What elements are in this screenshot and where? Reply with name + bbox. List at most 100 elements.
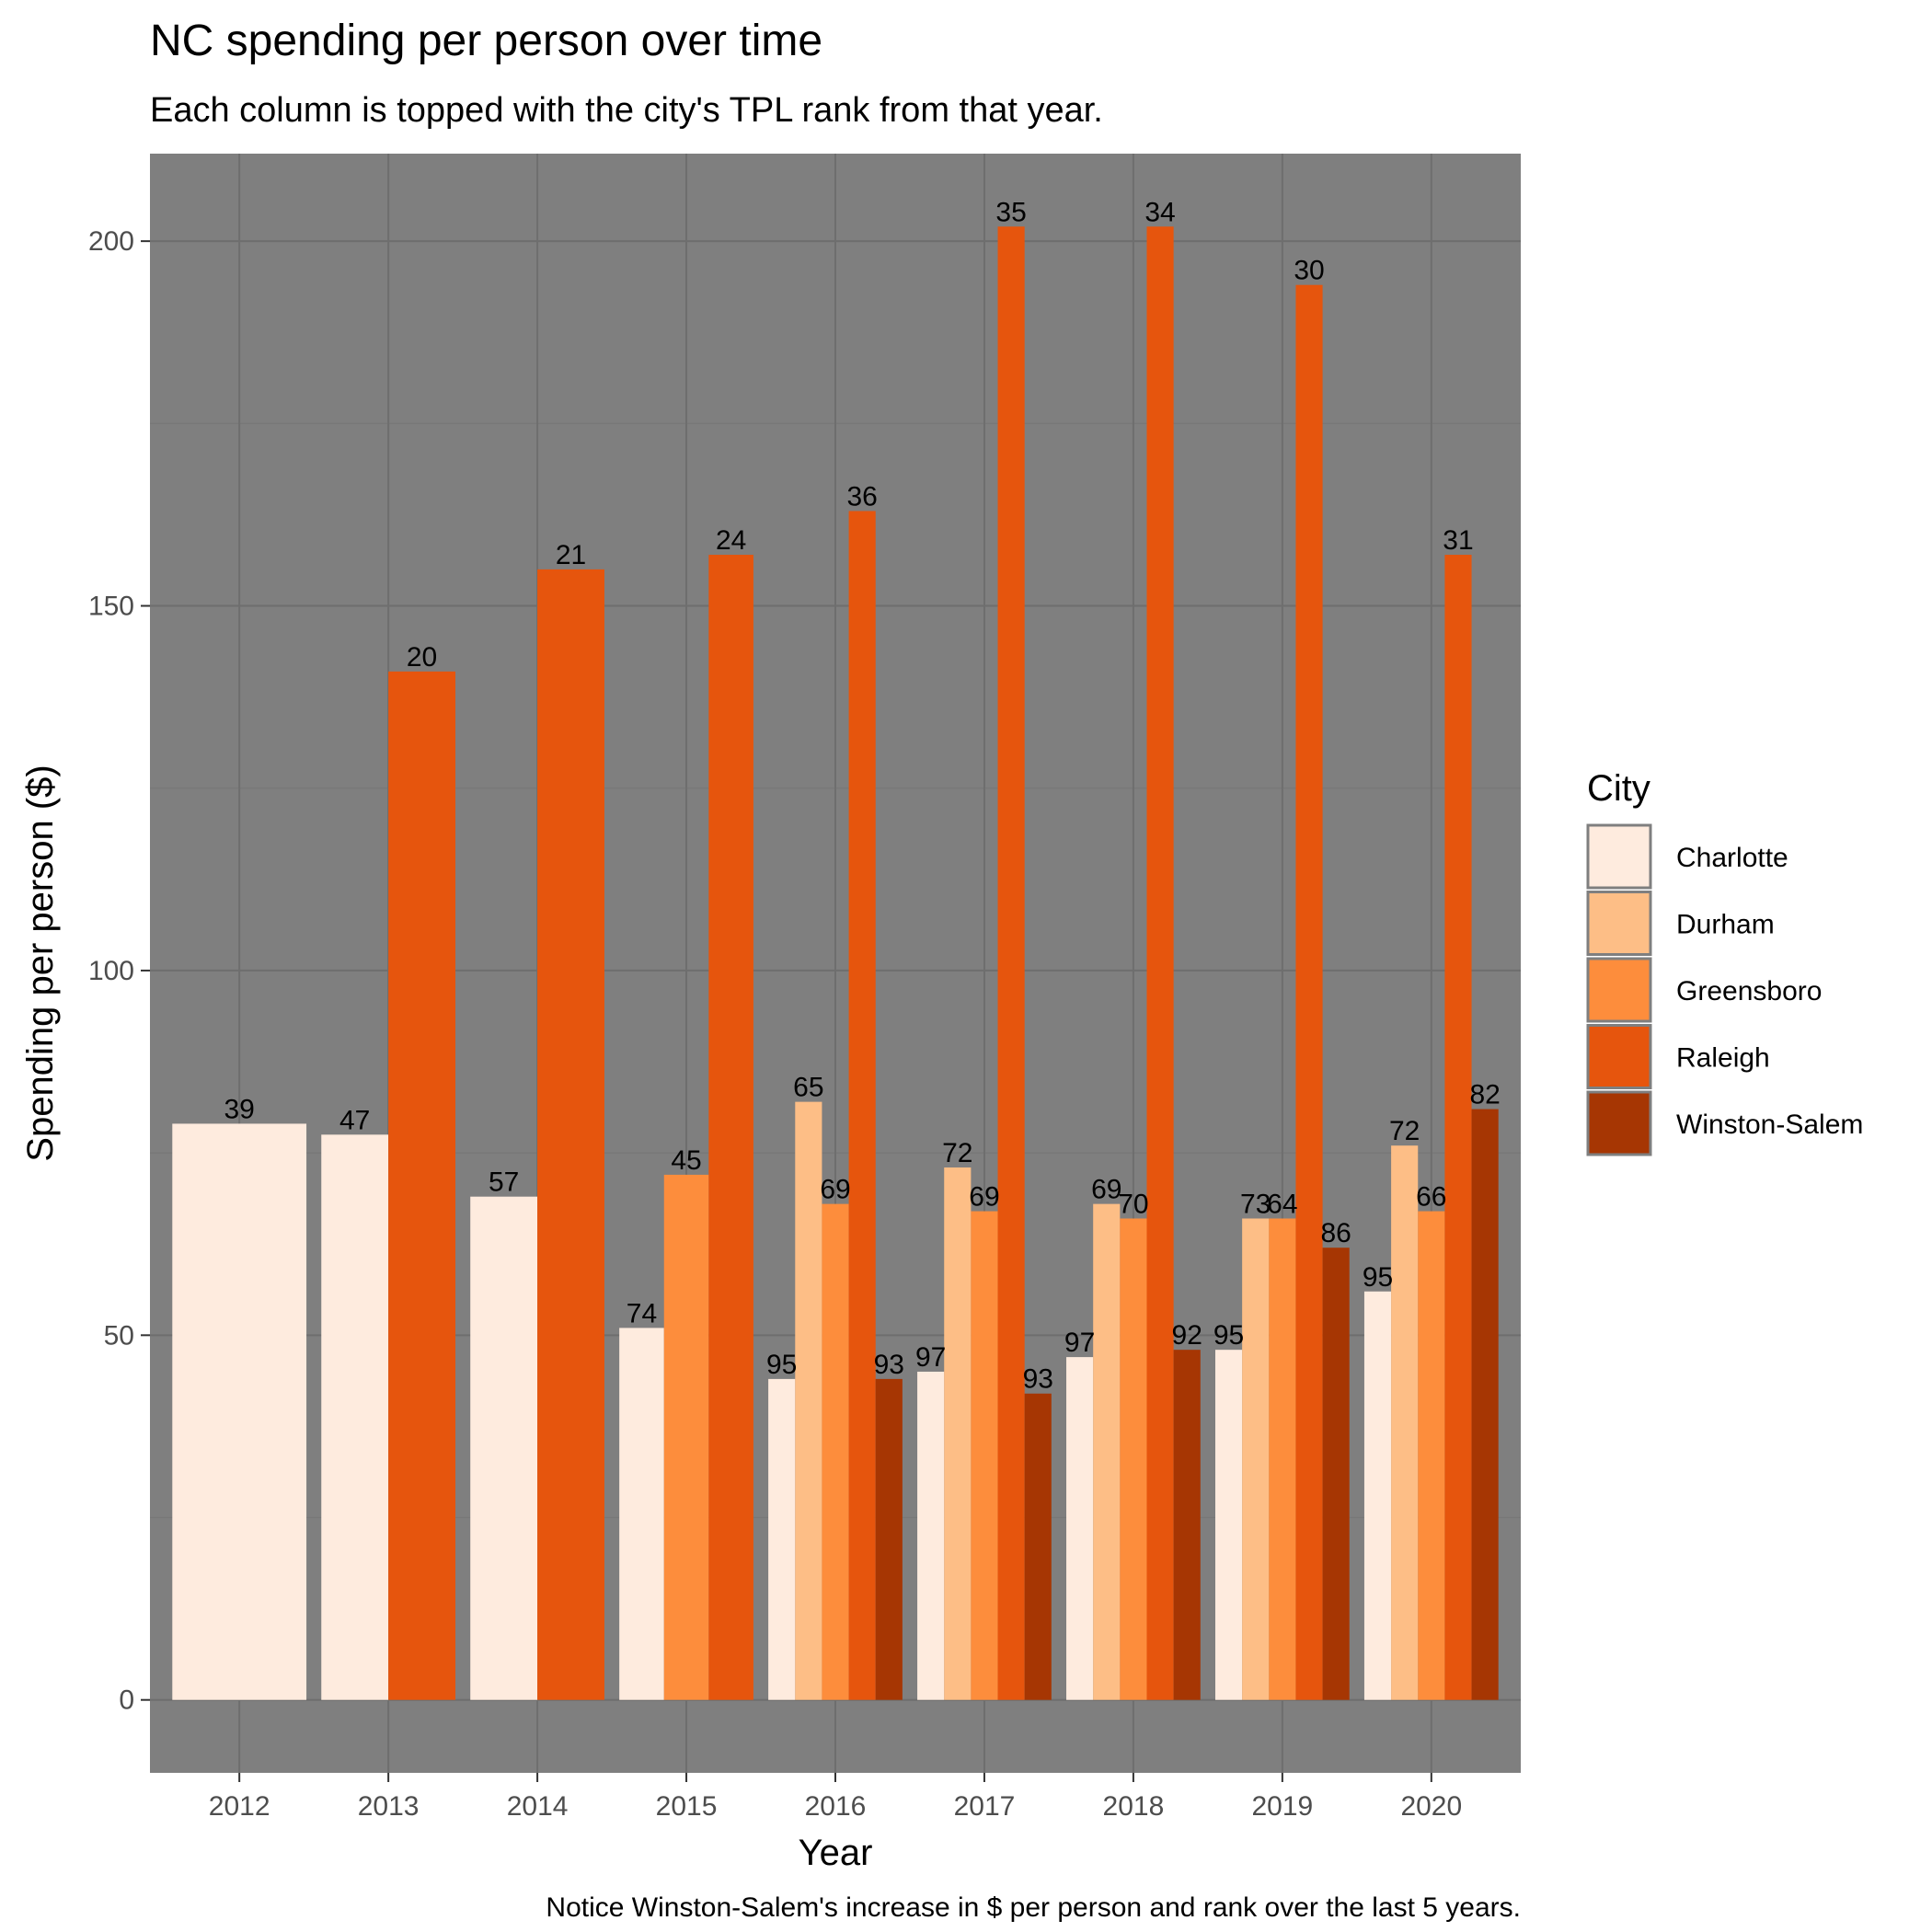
y-tick-label: 150 (88, 592, 134, 622)
x-axis-title: Year (799, 1833, 873, 1873)
bar (1066, 1357, 1094, 1700)
chart-caption: Notice Winston-Salem's increase in $ per… (546, 1892, 1521, 1923)
bar (1242, 1218, 1270, 1700)
rank-label: 70 (1118, 1189, 1148, 1219)
rank-label: 45 (671, 1145, 701, 1176)
bar (822, 1203, 849, 1700)
bar (795, 1101, 822, 1700)
bar (1269, 1218, 1296, 1700)
rank-label: 72 (1389, 1116, 1420, 1146)
rank-label: 95 (1363, 1262, 1393, 1293)
bar (1093, 1203, 1121, 1700)
bar (768, 1378, 796, 1700)
rank-label: 93 (874, 1350, 904, 1380)
rank-label: 73 (1240, 1189, 1271, 1219)
rank-label: 86 (1320, 1218, 1351, 1248)
x-tick-label: 2015 (656, 1791, 718, 1822)
rank-label: 39 (224, 1094, 254, 1124)
y-tick-label: 100 (88, 956, 134, 986)
bar (1418, 1211, 1445, 1700)
y-tick-label: 50 (104, 1320, 134, 1351)
legend-items: Charlotte Durham Greensboro Raleigh Winston-… (1586, 823, 1863, 1156)
legend-key (1586, 823, 1652, 890)
bar (470, 1196, 538, 1700)
x-tick-label: 2018 (1103, 1791, 1165, 1822)
rank-label: 72 (942, 1138, 972, 1168)
rank-label: 24 (716, 525, 746, 556)
bar (619, 1328, 664, 1700)
legend-label: Winston-Salem (1676, 1110, 1863, 1140)
rank-label: 82 (1469, 1080, 1500, 1110)
bar (971, 1211, 998, 1700)
bar (848, 511, 876, 1700)
x-tick-label: 2017 (954, 1791, 1016, 1822)
bar (1024, 1393, 1052, 1700)
rank-labels: 39 47 20 57 21 74 45 24 95 65 69 36 93 97 72 69 35 93 97 69… (224, 197, 1500, 1394)
rank-label: 64 (1267, 1189, 1297, 1219)
bar (321, 1134, 389, 1700)
y-axis-ticks: 0 50 100 150 200 (88, 226, 150, 1716)
rank-label: 69 (1091, 1175, 1121, 1205)
bar (997, 226, 1025, 1700)
rank-label: 97 (915, 1342, 946, 1373)
rank-label: 74 (627, 1298, 657, 1328)
chart-title: NC spending per person over time (150, 17, 822, 65)
rank-label: 97 (1064, 1328, 1095, 1358)
bar (663, 1174, 709, 1700)
bar (1120, 1218, 1147, 1700)
bar (708, 555, 753, 1700)
x-tick-label: 2014 (507, 1791, 569, 1822)
rank-label: 69 (969, 1182, 999, 1213)
rank-label: 57 (489, 1167, 519, 1198)
x-tick-label: 2016 (805, 1791, 867, 1822)
legend-key (1586, 957, 1652, 1023)
bar (1391, 1145, 1419, 1700)
rank-label: 21 (556, 540, 586, 570)
bar (1214, 1350, 1243, 1700)
rank-label: 36 (846, 481, 877, 512)
bar (917, 1371, 945, 1700)
x-tick-label: 2012 (209, 1791, 270, 1822)
rank-label: 30 (1294, 256, 1324, 286)
x-tick-label: 2019 (1251, 1791, 1313, 1822)
y-axis-title: Spending per person ($) (20, 765, 61, 1161)
legend-title: City (1587, 768, 1650, 809)
bar (172, 1123, 307, 1700)
bar (1295, 284, 1323, 1700)
bar (1173, 1350, 1201, 1700)
legend-label: Greensboro (1676, 976, 1822, 1006)
bar (388, 671, 456, 1700)
x-axis-ticks: 2012 2013 2014 2015 2016 2017 2018 2019 2020 (209, 1773, 1462, 1822)
chart-subtitle: Each column is topped with the city's TP… (150, 91, 1103, 130)
rank-label: 65 (793, 1073, 823, 1103)
rank-label: 69 (820, 1175, 850, 1205)
bar (1363, 1291, 1392, 1700)
x-tick-label: 2013 (358, 1791, 420, 1822)
bar (1444, 555, 1472, 1700)
rank-label: 47 (339, 1105, 370, 1135)
y-tick-label: 200 (88, 226, 134, 257)
rank-label: 20 (407, 642, 437, 673)
bar (1471, 1109, 1499, 1700)
legend: City Charlotte Durham Greensboro Raleigh Win… (1586, 768, 1863, 1156)
legend-label: Charlotte (1676, 843, 1788, 873)
bar (1322, 1248, 1350, 1700)
rank-label: 95 (766, 1350, 797, 1380)
legend-key (1586, 1024, 1652, 1089)
rank-label: 34 (1144, 197, 1175, 227)
legend-key (1586, 891, 1652, 956)
bar (944, 1167, 972, 1700)
rank-label: 95 (1213, 1320, 1244, 1351)
rank-label: 93 (1023, 1364, 1053, 1395)
x-tick-label: 2020 (1400, 1791, 1462, 1822)
bar (1146, 226, 1174, 1700)
rank-label: 92 (1172, 1320, 1202, 1351)
y-tick-label: 0 (119, 1685, 134, 1716)
rank-label: 35 (995, 197, 1026, 227)
rank-label: 31 (1443, 525, 1473, 556)
legend-label: Durham (1676, 910, 1775, 940)
legend-key (1586, 1090, 1652, 1156)
bar (537, 569, 604, 1700)
